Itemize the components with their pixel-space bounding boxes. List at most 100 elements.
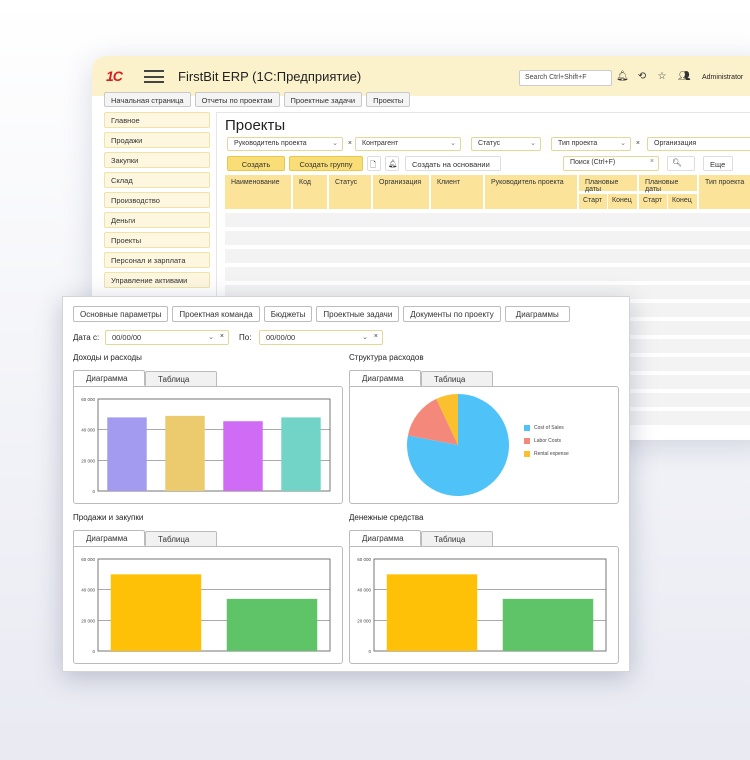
col-manager[interactable]: Руководитель проекта <box>485 175 577 209</box>
y-tick-label: 60 000 <box>357 557 371 562</box>
col-name[interactable]: Наименование <box>225 175 291 209</box>
tab-project-tasks[interactable]: Проектные задачи <box>316 306 400 322</box>
filter-status[interactable]: Статус ⌄ <box>471 137 541 151</box>
sidebar-item[interactable]: Производство <box>104 192 210 208</box>
legend-swatch <box>524 425 530 431</box>
filter-type[interactable]: Тип проекта ⌄ × <box>551 137 640 151</box>
star-icon[interactable]: ☆ <box>657 71 667 82</box>
bar[interactable] <box>226 598 318 651</box>
create-button[interactable]: Создать <box>227 156 285 171</box>
col-organization[interactable]: Организация <box>373 175 429 209</box>
menu-icon[interactable] <box>144 70 164 83</box>
sidebar-item[interactable]: Закупки <box>104 152 210 168</box>
legend-item: Rental expense <box>524 451 569 457</box>
col-planned-dates[interactable]: Плановые даты <box>579 175 637 193</box>
history-icon[interactable]: ⟲ <box>637 71 647 82</box>
y-tick-label: 40 000 <box>81 588 95 593</box>
table-row[interactable] <box>225 267 750 281</box>
col-status[interactable]: Статус <box>329 175 371 209</box>
global-search-input[interactable]: Search Ctrl+Shift+F <box>519 70 612 86</box>
bell-icon[interactable]: 🔔︎ <box>385 156 399 171</box>
sidebar-item[interactable]: Управление активами <box>104 272 210 288</box>
bar[interactable] <box>502 598 594 651</box>
open-tabs: Начальная страница Отчеты по проектам Пр… <box>104 92 411 107</box>
more-button[interactable]: Еще <box>703 156 733 171</box>
tab-table[interactable]: Таблица <box>145 531 217 547</box>
col-start[interactable]: Старт <box>639 193 667 209</box>
users-icon[interactable]: 👥︎ <box>678 71 691 82</box>
col-end[interactable]: Конец <box>608 193 637 209</box>
filter-organization[interactable]: Организация⌄ <box>647 137 750 151</box>
col-planned-dates[interactable]: Плановые даты <box>639 175 697 193</box>
sidebar-item[interactable]: Проекты <box>104 232 210 248</box>
bell-icon[interactable]: 🔔︎ <box>616 71 629 82</box>
chart-panel: Cost of Sales Labor Costs Rental expense <box>349 386 619 504</box>
y-tick-label: 20 000 <box>357 618 371 623</box>
tab-table[interactable]: Таблица <box>421 531 493 547</box>
col-client[interactable]: Клиент <box>431 175 483 209</box>
bar[interactable] <box>223 421 263 491</box>
tab-projects[interactable]: Проекты <box>366 92 411 107</box>
copy-icon[interactable]: 🗋 <box>367 156 381 171</box>
tab-chart[interactable]: Диаграмма <box>349 530 421 546</box>
user-name[interactable]: Administrator <box>702 74 744 81</box>
pie-slice[interactable] <box>407 398 458 445</box>
bar[interactable] <box>165 415 205 491</box>
sidebar-item[interactable]: Продажи <box>104 132 210 148</box>
sidebar-item[interactable]: Главное <box>104 112 210 128</box>
tab-chart[interactable]: Диаграмма <box>73 530 145 546</box>
tab-chart[interactable]: Диаграмма <box>73 370 145 386</box>
bar[interactable] <box>386 574 478 651</box>
y-tick-label: 40 000 <box>357 588 371 593</box>
sidebar-item[interactable]: Склад <box>104 172 210 188</box>
report-tabs: Основные параметры Проектная команда Бюд… <box>73 306 570 322</box>
date-to-input[interactable]: 00/00/00 ⌄ × <box>259 330 383 345</box>
tab-project-docs[interactable]: Документы по проекту <box>403 306 501 322</box>
cash-chart: 0 20 000 40 000 60 000 <box>357 557 607 654</box>
sales-purchases-chart: 0 20 000 40 000 60 000 <box>81 557 331 654</box>
table-row[interactable] <box>225 231 750 245</box>
tab-home[interactable]: Начальная страница <box>104 92 191 107</box>
income-expenses-chart: 0 20 000 40 000 60 000 <box>81 397 331 494</box>
tab-main-params[interactable]: Основные параметры <box>73 306 169 322</box>
tab-table[interactable]: Таблица <box>145 371 217 387</box>
tab-project-tasks[interactable]: Проектные задачи <box>283 92 363 107</box>
legend-item: Cost of Sales <box>524 425 564 431</box>
bar[interactable] <box>281 417 321 491</box>
col-project-type[interactable]: Тип проекта <box>699 175 750 209</box>
y-tick-label: 0 <box>92 649 95 654</box>
sidebar-item[interactable]: Персонал и зарплата <box>104 252 210 268</box>
date-from-input[interactable]: 00/00/00 ⌄ × <box>105 330 229 345</box>
col-end[interactable]: Конец <box>668 193 697 209</box>
tab-budgets[interactable]: Бюджеты <box>263 306 313 322</box>
chart-panel: 0 20 000 40 000 60 000 <box>73 546 343 664</box>
date-to-label: По: <box>239 333 252 342</box>
tab-table[interactable]: Таблица <box>421 371 493 387</box>
search-icon[interactable]: 🔍︎ <box>667 156 695 171</box>
table-row[interactable] <box>225 249 750 263</box>
create-based-button[interactable]: Создать на основании <box>405 156 501 171</box>
tab-chart[interactable]: Диаграмма <box>349 370 421 386</box>
sidebar-item[interactable]: Деньги <box>104 212 210 228</box>
pie-slice[interactable] <box>436 394 458 445</box>
income-expenses-title: Доходы и расходы <box>73 353 142 362</box>
tab-charts[interactable]: Диаграммы <box>504 306 570 322</box>
y-tick-label: 20 000 <box>81 458 95 463</box>
filter-manager[interactable]: Руководитель проекта ⌄ × <box>227 137 352 151</box>
bar[interactable] <box>110 574 202 651</box>
tab-project-reports[interactable]: Отчеты по проектам <box>194 92 280 107</box>
date-from-label: Дата с: <box>73 333 100 342</box>
col-start[interactable]: Старт <box>579 193 607 209</box>
legend-swatch <box>524 438 530 444</box>
table-row[interactable] <box>225 213 750 227</box>
col-code[interactable]: Код <box>293 175 327 209</box>
bar[interactable] <box>107 417 147 491</box>
tab-project-team[interactable]: Проектная команда <box>172 306 260 322</box>
app-title: FirstBit ERP (1С:Предприятие) <box>178 69 362 84</box>
cash-title: Денежные средства <box>349 513 424 522</box>
search-input[interactable]: Поиск (Ctrl+F) × <box>563 156 659 171</box>
page-title: Проекты <box>225 117 286 134</box>
filter-counterparty[interactable]: Контрагент ⌄ <box>355 137 461 151</box>
create-group-button[interactable]: Создать группу <box>289 156 363 171</box>
table-row[interactable] <box>225 285 750 299</box>
